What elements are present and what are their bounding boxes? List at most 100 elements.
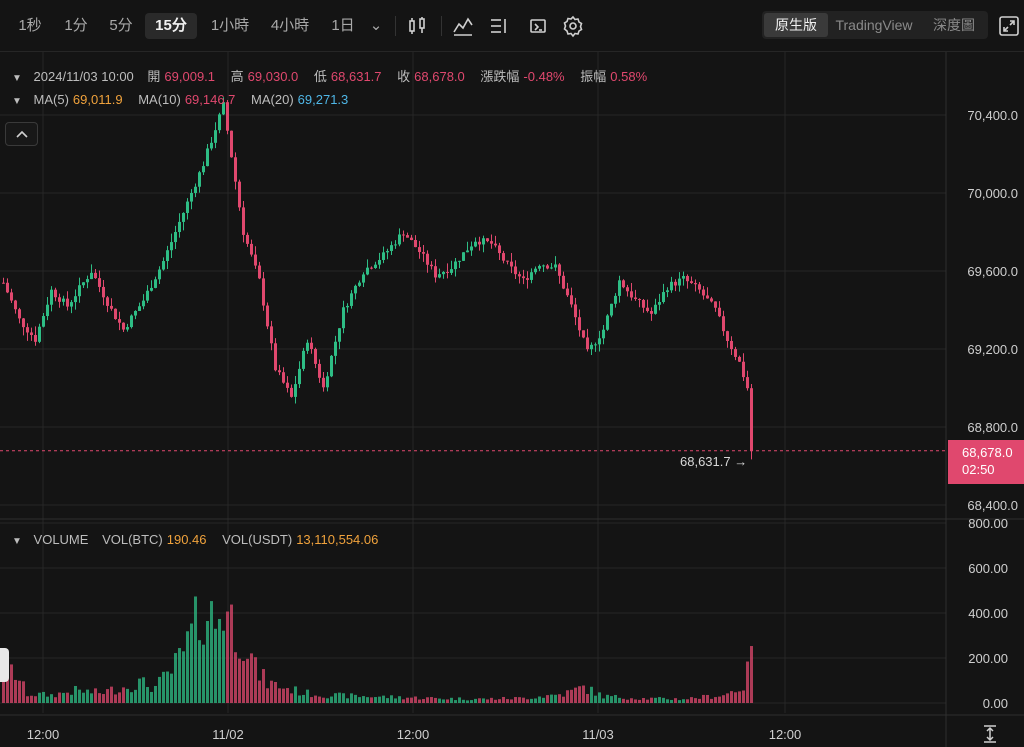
- volume-tick-label: 400.00: [968, 606, 1008, 621]
- candle-body: [138, 306, 141, 311]
- candle-body: [394, 244, 397, 246]
- timeframe-more-chevron-icon[interactable]: ⌄: [369, 17, 383, 34]
- candle: [382, 246, 385, 264]
- volume-bar: [494, 699, 497, 703]
- change-label: 漲跌幅: [480, 69, 520, 84]
- volume-bar: [278, 688, 281, 703]
- chart-axes: 70,400.0 70,000.0 69,600.0 69,200.0 68,800.0…: [0, 108, 1018, 742]
- candle: [390, 241, 393, 256]
- candle-body: [382, 252, 385, 260]
- timeframe-5[interactable]: 1小時: [210, 17, 250, 34]
- amplitude-label: 振幅: [580, 69, 607, 84]
- candle-body: [198, 172, 201, 187]
- candle: [6, 278, 9, 294]
- view-mode-depth[interactable]: 深度圖: [933, 17, 975, 33]
- volume-bar: [98, 693, 101, 703]
- volume-bar: [610, 696, 613, 703]
- change-value: -0.48%: [523, 69, 565, 84]
- candle-body: [134, 310, 137, 316]
- candle: [438, 268, 441, 279]
- candle: [734, 346, 737, 361]
- volume-bar: [462, 699, 465, 703]
- view-mode-tradingview[interactable]: TradingView: [835, 17, 913, 33]
- candle-body: [474, 241, 477, 247]
- candle-body: [358, 282, 361, 286]
- volume-bar: [390, 695, 393, 703]
- candle: [674, 279, 677, 292]
- collapse-legend-button[interactable]: [5, 122, 38, 146]
- volume-bar: [574, 687, 577, 703]
- reset-scale-icon[interactable]: [981, 724, 999, 744]
- timeframe-1[interactable]: 1秒: [18, 17, 42, 34]
- timeframe-6[interactable]: 4小時: [270, 17, 310, 34]
- candle-body: [50, 289, 53, 305]
- ohlc-legend: ▼ 2024/11/03 10:00 開 69,009.1 高 69,030.0 低…: [12, 66, 659, 85]
- volume-bar: [122, 687, 125, 703]
- timeframe-2[interactable]: 1分: [64, 17, 88, 34]
- candle: [566, 282, 569, 297]
- candle-body: [558, 264, 561, 276]
- volume-bar: [410, 697, 413, 703]
- candle: [434, 259, 437, 283]
- timeframe-3[interactable]: 5分: [109, 17, 133, 34]
- volume-bar: [78, 689, 81, 703]
- candle: [74, 289, 77, 310]
- volume-bar: [470, 700, 473, 703]
- side-panel-handle[interactable]: [0, 648, 9, 682]
- candle-body: [566, 288, 569, 296]
- candle-body: [458, 260, 461, 262]
- volume-bar: [334, 693, 337, 703]
- view-mode-native[interactable]: 原生版: [764, 13, 828, 37]
- candle-body: [650, 311, 653, 314]
- last-price-value: 68,678.0: [962, 445, 1013, 460]
- timeframe-7[interactable]: 1日: [331, 17, 355, 34]
- candle-body: [118, 319, 121, 323]
- volume-bar: [398, 696, 401, 703]
- candle: [546, 264, 549, 270]
- replay-icon[interactable]: [526, 14, 550, 38]
- candle: [122, 322, 125, 332]
- candle-body: [406, 235, 409, 238]
- candle: [618, 275, 621, 303]
- candle-body: [694, 283, 697, 285]
- volume-bar: [2, 674, 5, 703]
- candle-body: [110, 305, 113, 309]
- candle-body: [622, 280, 625, 288]
- candle-body: [238, 181, 241, 208]
- indicators-icon[interactable]: [451, 14, 475, 38]
- candle: [690, 276, 693, 284]
- candle-body: [682, 276, 685, 279]
- volume-bar: [242, 660, 245, 703]
- volume-bar: [706, 694, 709, 703]
- candle: [550, 262, 553, 270]
- chevron-down-icon[interactable]: ▼: [12, 73, 22, 84]
- volume-title: VOLUME: [33, 532, 89, 547]
- candle: [574, 297, 577, 326]
- price-chart[interactable]: 70,400.0 70,000.0 69,600.0 69,200.0 68,800.0…: [0, 52, 1024, 747]
- drawing-list-icon[interactable]: [487, 14, 511, 38]
- candle: [722, 310, 725, 336]
- candle-body: [206, 148, 209, 167]
- volume-bar: [446, 699, 449, 703]
- chevron-down-icon[interactable]: ▼: [12, 536, 22, 547]
- price-tick-label: 70,400.0: [967, 108, 1018, 123]
- fullscreen-icon[interactable]: [997, 14, 1021, 38]
- candle: [374, 261, 377, 269]
- candle-body: [514, 266, 517, 275]
- volume-bar: [734, 692, 737, 703]
- volume-bar: [558, 694, 561, 703]
- candle-body: [454, 261, 457, 270]
- candlestick-type-icon[interactable]: [405, 14, 429, 38]
- volume-bar: [50, 694, 53, 703]
- candle-body: [430, 264, 433, 267]
- volume-bar: [518, 697, 521, 703]
- volume-bar: [690, 697, 693, 703]
- candle-body: [630, 291, 633, 298]
- timeframe-4[interactable]: 15分: [145, 13, 197, 39]
- candle-body: [66, 298, 69, 307]
- settings-gear-icon[interactable]: [561, 14, 585, 38]
- candle-body: [246, 234, 249, 244]
- candle: [22, 317, 25, 336]
- price-tick-label: 69,600.0: [967, 264, 1018, 279]
- chevron-down-icon[interactable]: ▼: [12, 96, 22, 107]
